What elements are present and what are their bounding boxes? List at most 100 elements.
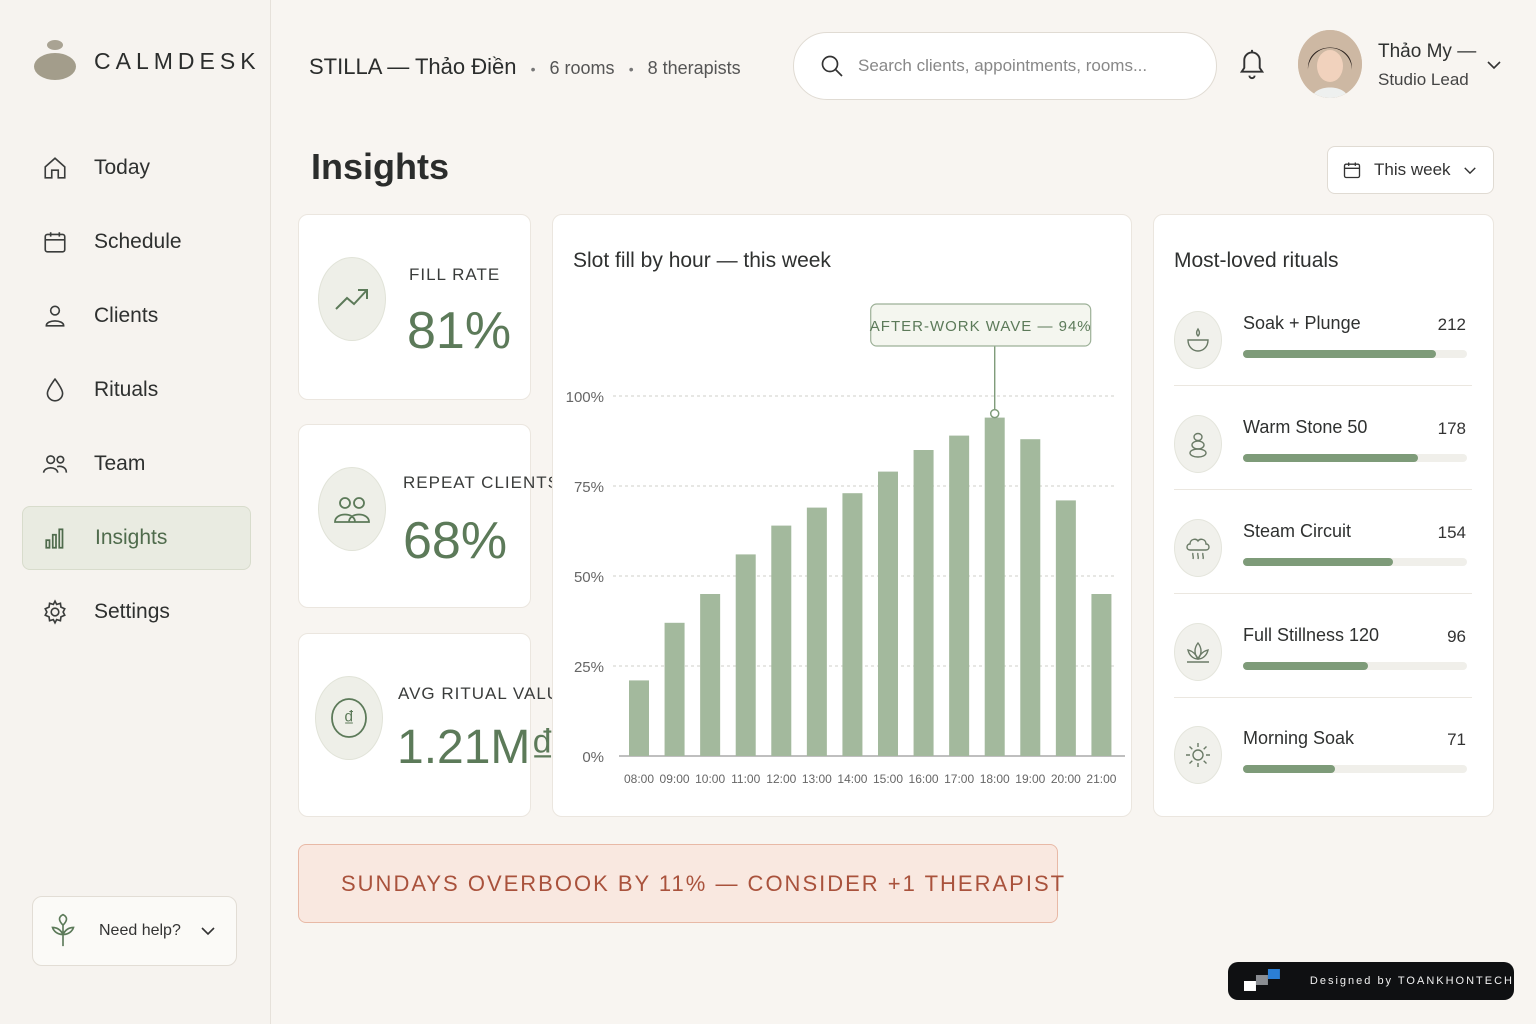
y-tick-label: 100% [566, 389, 604, 406]
divider [1174, 593, 1472, 594]
chart-bar [1091, 594, 1112, 756]
sidebar-item-clients[interactable]: Clients [22, 284, 251, 348]
sidebar-item-label: Team [94, 452, 146, 475]
search-icon [821, 55, 843, 77]
sidebar-item-label: Schedule [94, 230, 182, 253]
team-icon [42, 455, 68, 473]
date-range-label: This week [1374, 160, 1451, 179]
chart-bar [913, 450, 934, 756]
slot-fill-chart-card: Slot fill by hour — this week 0% 25% 50% 75… [552, 214, 1132, 817]
user-info[interactable]: Thảo My — Studio Lead [1378, 38, 1476, 94]
y-tick-label: 25% [574, 659, 604, 676]
most-loved-rituals-card: Most-loved rituals Soak + Plunge 212 War… [1153, 214, 1494, 817]
chart-bar [1020, 439, 1041, 756]
overbook-alert[interactable]: SUNDAYS OVERBOOK BY 11% — CONSIDER +1 TH… [298, 844, 1064, 923]
chart-bar [771, 525, 792, 756]
alert-text: SUNDAYS OVERBOOK BY 11% — CONSIDER +1 TH… [341, 870, 1067, 896]
ritual-name: Warm Stone 50 [1243, 417, 1368, 437]
sidebar-item-insights[interactable]: Insights [22, 506, 251, 570]
chart-bar [806, 507, 827, 756]
ritual-bar-fill [1243, 765, 1335, 773]
trend-up-icon [318, 257, 386, 341]
chart-bar [735, 554, 756, 756]
sidebar: CALMDESK Today Schedule Clients Rituals … [0, 0, 271, 1024]
ritual-name: Morning Soak [1243, 728, 1355, 748]
x-tick-label: 18:00 [980, 772, 1010, 786]
sidebar-item-rituals[interactable]: Rituals [22, 358, 251, 422]
sun-icon [1174, 726, 1222, 784]
date-range-select[interactable]: This week [1327, 146, 1494, 194]
x-tick-label: 12:00 [766, 772, 796, 786]
user-role: Studio Lead [1378, 70, 1469, 89]
kpi-label: AVG RITUAL VALUE [398, 684, 573, 703]
kpi-card-fill-rate[interactable]: FILL RATE 81% [298, 214, 531, 400]
ritual-row[interactable]: Steam Circuit 154 [1174, 519, 1472, 623]
calendar-icon [1343, 162, 1361, 179]
person-icon [45, 305, 65, 327]
dong-coin-icon: ₫ [315, 676, 383, 760]
brand-name: CALMDESK [94, 47, 261, 74]
chart-bar [700, 594, 721, 756]
chart-bar [842, 493, 863, 756]
chevron-down-icon [1464, 166, 1476, 174]
ritual-bar-fill [1243, 350, 1436, 358]
separator-dot: • [628, 61, 634, 77]
brand-logo[interactable]: CALMDESK [34, 40, 261, 82]
search-input[interactable] [858, 56, 1178, 76]
sidebar-item-today[interactable]: Today [22, 136, 251, 200]
home-icon [44, 157, 66, 179]
ritual-bar-track [1243, 350, 1467, 358]
chevron-down-icon [201, 927, 215, 936]
ritual-bar-fill [1243, 454, 1418, 462]
bowl-icon [1174, 311, 1222, 369]
bar-chart-icon [45, 528, 64, 549]
divider [1174, 385, 1472, 386]
stone-logo-icon [34, 40, 76, 82]
x-tick-label: 19:00 [1015, 772, 1045, 786]
ritual-count: 178 [1437, 419, 1466, 438]
x-tick-label: 09:00 [660, 772, 690, 786]
avatar[interactable] [1298, 30, 1362, 98]
sidebar-item-label: Clients [94, 304, 159, 327]
sidebar-item-schedule[interactable]: Schedule [22, 210, 251, 274]
chart-bar [664, 622, 685, 756]
x-tick-label: 08:00 [624, 772, 654, 786]
studio-info: STILLA — Thảo Điền • 6 rooms • 8 therapist… [309, 54, 741, 80]
sidebar-item-label: Rituals [94, 378, 159, 401]
ritual-row[interactable]: Full Stillness 120 96 [1174, 623, 1472, 727]
sidebar-item-team[interactable]: Team [22, 432, 251, 496]
ritual-bar-fill [1243, 558, 1394, 566]
annotation-box [870, 303, 1092, 347]
y-tick-label: 50% [574, 569, 604, 586]
user-name: Thảo My — [1378, 41, 1477, 62]
kpi-card-avg-ritual-value[interactable]: ₫ AVG RITUAL VALUE 1.21M₫ [298, 633, 571, 817]
ritual-row[interactable]: Soak + Plunge 212 [1174, 311, 1472, 415]
chevron-down-icon[interactable] [1486, 60, 1502, 70]
search-bar[interactable] [793, 32, 1217, 100]
ritual-row[interactable]: Warm Stone 50 178 [1174, 415, 1472, 519]
sidebar-item-label: Settings [94, 600, 170, 623]
kpi-label: REPEAT CLIENTS [403, 473, 560, 492]
separator-dot: • [530, 61, 536, 77]
ritual-bar-track [1243, 662, 1467, 670]
chart-bar [949, 435, 970, 756]
therapists-count: 8 therapists [647, 58, 741, 78]
divider [1174, 697, 1472, 698]
kpi-value: 81% [407, 302, 512, 360]
lotus-icon [1174, 623, 1222, 681]
ritual-count: 96 [1447, 627, 1466, 646]
x-tick-label: 15:00 [873, 772, 903, 786]
help-dropdown[interactable]: Need help? [32, 896, 237, 966]
sidebar-item-label: Today [94, 156, 151, 179]
sidebar-item-settings[interactable]: Settings [22, 580, 251, 644]
chart-bar [878, 471, 898, 756]
user-portrait-icon [1298, 30, 1362, 98]
kpi-card-repeat-clients[interactable]: REPEAT CLIENTS 68% [298, 424, 559, 608]
people-icon [318, 467, 386, 551]
kpi-value: 1.21M₫ [397, 721, 556, 774]
y-tick-label: 0% [582, 749, 604, 766]
notification-bell-icon[interactable] [1236, 46, 1268, 82]
stones-icon [1174, 415, 1222, 473]
divider [1174, 489, 1472, 490]
ritual-row[interactable]: Morning Soak 71 [1174, 726, 1472, 830]
